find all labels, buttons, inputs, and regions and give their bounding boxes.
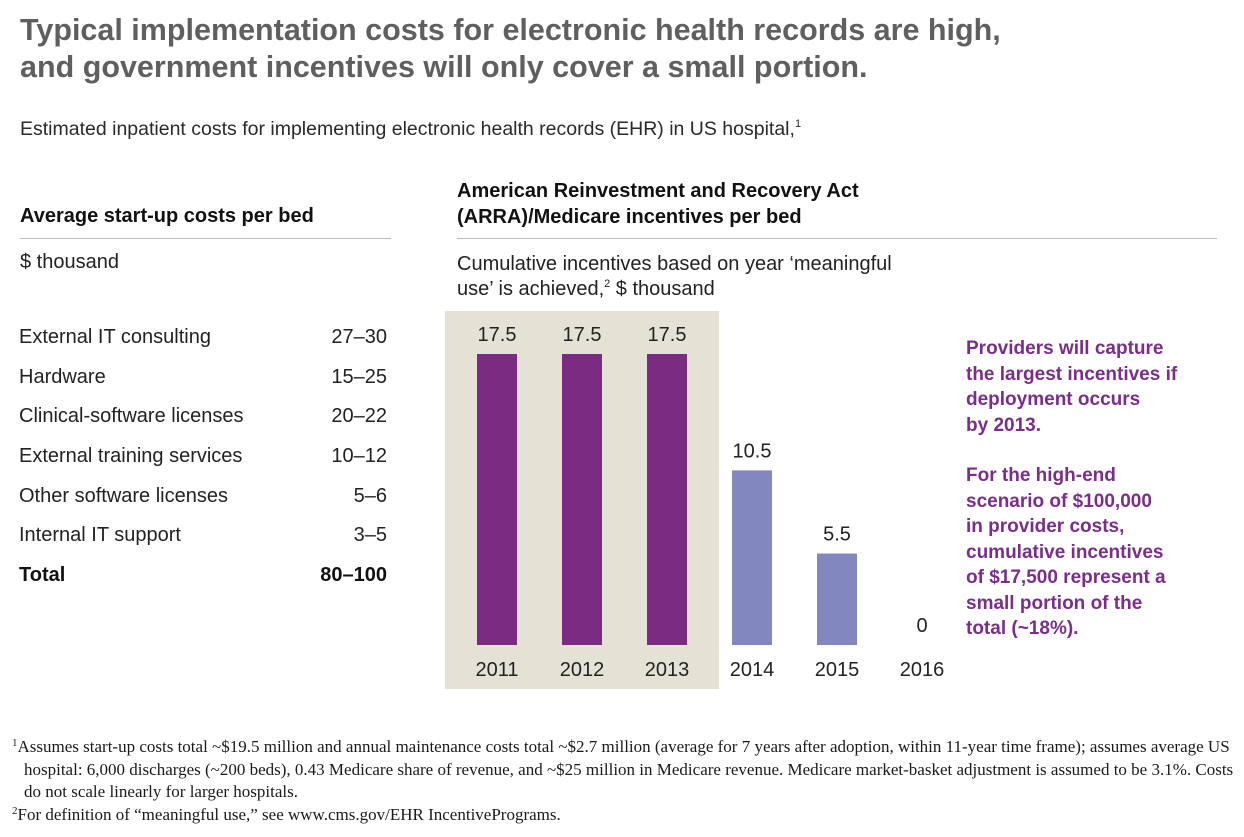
subtitle: Estimated inpatient costs for implementi… — [20, 118, 801, 141]
total-value: 80–100 — [320, 563, 387, 586]
incentives-bar-chart: 17.5 2011 17.5 2012 17.5 2013 10.5 2014 5.5 2015 0… — [445, 311, 945, 689]
subtitle-footnote-ref: 1 — [794, 118, 802, 130]
category-label-2014: 2014 — [730, 659, 775, 681]
cost-value: 15–25 — [331, 365, 387, 388]
cost-label: External IT consulting — [19, 326, 211, 349]
annotation-2: For the high-end scenario of $100,000 in… — [966, 463, 1166, 642]
value-label-2011: 17.5 — [478, 324, 517, 346]
cost-label: Hardware — [19, 365, 106, 388]
value-label-2016: 0 — [916, 615, 927, 637]
annotation-line: the largest incentives if — [966, 363, 1178, 385]
bar-2013 — [647, 354, 687, 645]
right-divider — [457, 238, 1217, 239]
subtitle-text: Estimated inpatient costs for implementi… — [20, 118, 795, 140]
table-row: External IT consulting 27–30 — [19, 318, 387, 358]
annotation-line: cumulative incentives — [966, 541, 1164, 563]
left-divider — [20, 238, 391, 239]
bar-2011 — [477, 354, 517, 645]
incentives-heading-line-1: American Reinvestment and Recovery Act — [457, 180, 859, 202]
footnote-1-text: Assumes start-up costs total ~$19.5 mill… — [17, 737, 1234, 801]
cost-value: 20–22 — [331, 405, 387, 428]
cost-value: 27–30 — [331, 326, 387, 349]
table-row: External training services 10–12 — [19, 437, 387, 477]
annotation-line: scenario of $100,000 — [966, 490, 1152, 512]
footnotes: 1Assumes start-up costs total ~$19.5 mil… — [12, 736, 1236, 826]
page-title: Typical implementation costs for electro… — [20, 12, 1220, 86]
annotation-line: by 2013. — [966, 414, 1041, 436]
costs-heading: Average start-up costs per bed — [20, 205, 314, 227]
chart-unit-suffix: $ thousand — [610, 278, 715, 300]
table-row: Other software licenses 5–6 — [19, 476, 387, 516]
title-line-1: Typical implementation costs for electro… — [20, 13, 1001, 47]
table-row: Internal IT support 3–5 — [19, 516, 387, 556]
bar-2014 — [732, 470, 772, 645]
annotation-line: For the high-end — [966, 465, 1116, 486]
footnote-1: 1Assumes start-up costs total ~$19.5 mil… — [12, 736, 1236, 804]
category-label-2016: 2016 — [900, 659, 945, 681]
cost-value: 3–5 — [353, 524, 387, 547]
costs-unit: $ thousand — [20, 251, 119, 273]
footnote-2: 2For definition of “meaningful use,” see… — [12, 804, 1236, 827]
category-label-2013: 2013 — [645, 659, 690, 681]
cost-label: External training services — [19, 445, 243, 468]
category-label-2012: 2012 — [560, 659, 605, 681]
annotation-line: deployment occurs — [966, 389, 1141, 410]
chart-unit: Cumulative incentives based on year ‘mea… — [457, 252, 957, 302]
value-label-2013: 17.5 — [648, 324, 687, 346]
bar-2012 — [562, 354, 602, 645]
costs-table: External IT consulting 27–30 Hardware 15… — [19, 318, 387, 595]
value-label-2012: 17.5 — [563, 324, 602, 346]
chart-unit-line-2: use’ is achieved, — [457, 278, 605, 300]
footnote-1-ref: 1 — [12, 737, 18, 749]
chart-unit-line-1: Cumulative incentives based on year ‘mea… — [457, 253, 892, 275]
footnote-2-text: For definition of “meaningful use,” see … — [17, 804, 561, 824]
annotation-line: of $17,500 represent a — [966, 567, 1166, 588]
total-row: Total 80–100 — [19, 556, 387, 596]
footnote-2-ref: 2 — [12, 804, 18, 817]
value-label-2014: 10.5 — [733, 440, 772, 462]
cost-value: 5–6 — [353, 484, 387, 507]
annotation-line: total (~18%). — [966, 618, 1079, 639]
chart-unit-footnote-ref: 2 — [604, 278, 611, 290]
incentives-heading: American Reinvestment and Recovery Act (… — [457, 178, 859, 230]
incentives-heading-line-2: (ARRA)/Medicare incentives per bed — [457, 206, 802, 228]
cost-label: Internal IT support — [19, 524, 181, 547]
table-row: Clinical-software licenses 20–22 — [19, 397, 387, 437]
total-label: Total — [19, 563, 66, 586]
cost-label: Other software licenses — [19, 484, 228, 507]
annotation-line: in provider costs, — [966, 516, 1125, 537]
annotation-line: small portion of the — [966, 592, 1143, 614]
category-label-2011: 2011 — [475, 659, 518, 681]
annotation-1: Providers will capture the largest incen… — [966, 336, 1177, 438]
title-line-2: and government incentives will only cove… — [20, 50, 868, 84]
cost-value: 10–12 — [331, 445, 387, 468]
annotation-line: Providers will capture — [966, 338, 1164, 359]
cost-label: Clinical-software licenses — [19, 405, 244, 428]
table-row: Hardware 15–25 — [19, 358, 387, 398]
bar-2015 — [817, 553, 857, 645]
category-label-2015: 2015 — [815, 659, 860, 681]
value-label-2015: 5.5 — [823, 524, 851, 546]
